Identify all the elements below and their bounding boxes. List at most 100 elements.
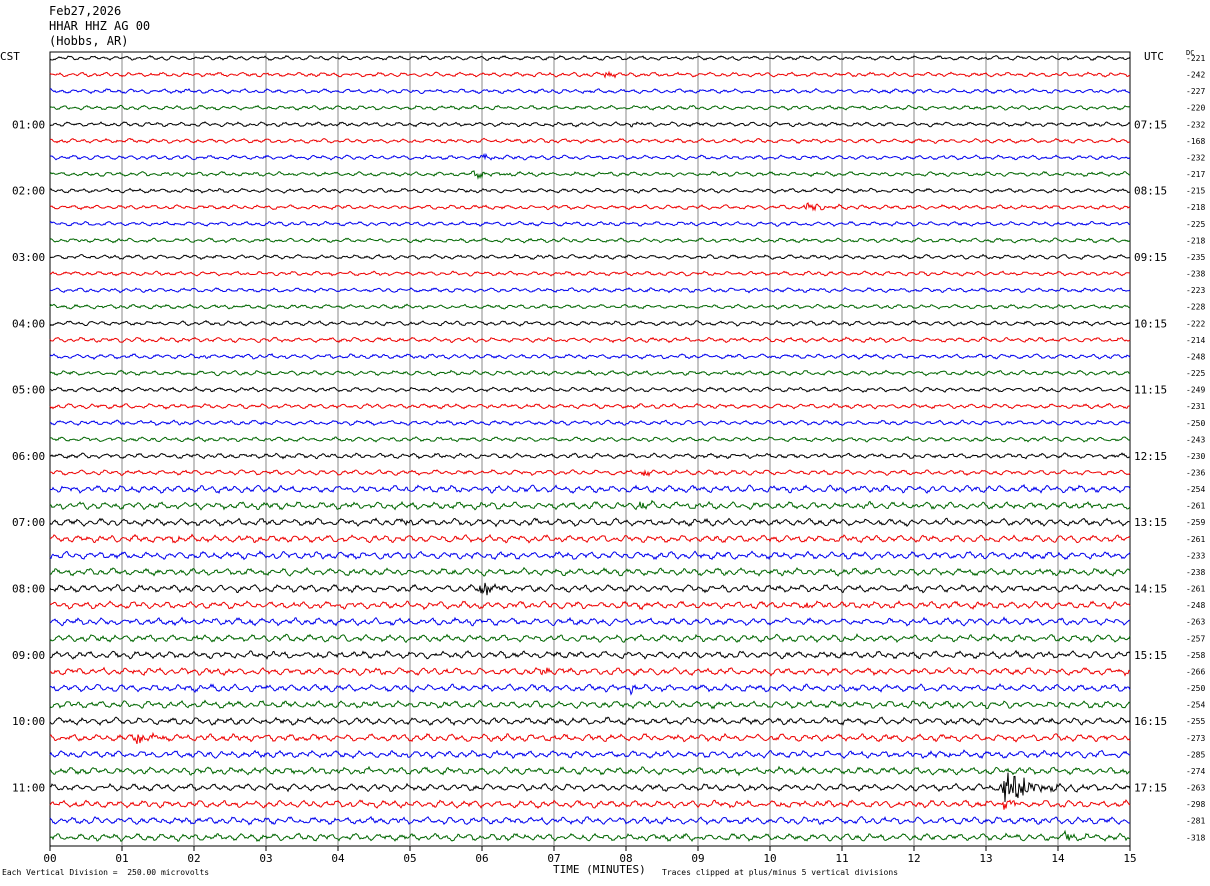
seismic-trace [49, 533, 1131, 544]
dc-offset-label: -236 [1186, 469, 1205, 478]
dc-offset-label: -218 [1186, 236, 1205, 245]
dc-offset-label: -228 [1186, 303, 1205, 312]
dc-offset-label: -221 [1186, 54, 1205, 63]
seismic-trace [49, 616, 1131, 627]
dc-offset-label: -168 [1186, 137, 1205, 146]
dc-offset-label: -220 [1186, 104, 1205, 113]
dc-offset-label: -232 [1186, 153, 1205, 162]
left-timezone-label: CST [0, 50, 20, 63]
dc-offset-label: -242 [1186, 71, 1205, 80]
right-hour-label: 15:15 [1134, 649, 1167, 662]
seismic-trace [49, 468, 1131, 478]
dc-offset-label: -214 [1186, 336, 1205, 345]
left-hour-label: 08:00 [12, 583, 45, 596]
seismic-trace [49, 600, 1131, 611]
station-label: HHAR HHZ AG 00 [49, 19, 151, 33]
seismic-trace [49, 336, 1131, 344]
seismic-trace [49, 187, 1131, 194]
x-tick-label: 02 [187, 852, 200, 865]
seismic-trace [49, 402, 1131, 410]
dc-offset-label: -250 [1186, 419, 1205, 428]
seismic-trace [49, 483, 1131, 494]
plot-frame [49, 51, 1131, 847]
dc-offset-label: -257 [1186, 634, 1205, 643]
clip-note: Traces clipped at plus/minus 5 vertical … [662, 868, 899, 877]
seismic-trace [49, 253, 1131, 261]
x-tick-label: 11 [835, 852, 848, 865]
seismic-trace [49, 287, 1131, 294]
x-tick-label: 06 [475, 852, 488, 865]
x-tick-label: 00 [43, 852, 56, 865]
right-hour-label: 07:15 [1134, 118, 1167, 131]
date-label: Feb27,2026 [49, 4, 122, 18]
dc-offset-label: -238 [1186, 568, 1205, 577]
dc-offset-label: -248 [1186, 352, 1205, 361]
seismic-trace [49, 582, 1131, 596]
dc-offset-label: -273 [1186, 734, 1205, 743]
seismic-trace [49, 499, 1131, 511]
seismic-trace [49, 137, 1131, 145]
left-hour-label: 01:00 [12, 118, 45, 131]
seismic-trace [49, 170, 1131, 180]
right-hour-label: 13:15 [1134, 516, 1167, 529]
x-tick-label: 12 [907, 852, 920, 865]
dc-offset-label: -225 [1186, 369, 1205, 378]
seismic-trace [49, 452, 1131, 460]
right-hour-label: 10:15 [1134, 317, 1167, 330]
dc-offset-label: -227 [1186, 87, 1205, 96]
seismic-trace [49, 352, 1131, 360]
seismic-trace [49, 517, 1131, 528]
dc-offset-label: -243 [1186, 435, 1205, 444]
seismic-trace [49, 799, 1131, 810]
dc-offset-label: -217 [1186, 170, 1205, 179]
x-tick-label: 10 [763, 852, 776, 865]
dc-offset-label: -218 [1186, 203, 1205, 212]
seismic-trace [49, 369, 1131, 377]
x-tick-label: 07 [547, 852, 560, 865]
seismic-trace [49, 566, 1131, 577]
dc-offset-label: -258 [1186, 651, 1205, 660]
dc-offset-label: -222 [1186, 319, 1205, 328]
seismic-trace [49, 550, 1131, 561]
dc-offset-label: -255 [1186, 717, 1205, 726]
dc-column-label: DC [1186, 49, 1195, 57]
x-tick-label: 08 [619, 852, 632, 865]
x-tick-label: 09 [691, 852, 704, 865]
left-hour-label: 07:00 [12, 516, 45, 529]
seismic-trace [49, 202, 1131, 212]
seismic-trace [49, 121, 1131, 128]
left-hour-label: 02:00 [12, 185, 45, 198]
dc-offset-label: -274 [1186, 767, 1205, 776]
seismic-trace [49, 731, 1131, 745]
x-tick-label: 15 [1123, 852, 1136, 865]
x-axis-title: TIME (MINUTES) [553, 863, 646, 876]
dc-offset-label: -235 [1186, 253, 1205, 262]
dc-offset-label: -249 [1186, 386, 1205, 395]
seismic-trace [49, 716, 1131, 727]
left-hour-label: 05:00 [12, 384, 45, 397]
dc-offset-label: -281 [1186, 817, 1205, 826]
left-hour-label: 11:00 [12, 782, 45, 795]
dc-offset-label: -298 [1186, 800, 1205, 809]
right-hour-label: 16:15 [1134, 715, 1167, 728]
dc-offset-label: -223 [1186, 286, 1205, 295]
scale-note: Each Vertical Division = 250.00 microvol… [2, 868, 210, 877]
dc-offset-label: -266 [1186, 667, 1205, 676]
dc-offset-label: -233 [1186, 551, 1205, 560]
dc-offset-label: -248 [1186, 601, 1205, 610]
dc-offset-label: -238 [1186, 270, 1205, 279]
dc-offset-label: -254 [1186, 485, 1205, 494]
seismic-trace [49, 220, 1131, 227]
seismic-trace [49, 319, 1131, 327]
dc-offset-label: -231 [1186, 402, 1205, 411]
x-tick-label: 01 [115, 852, 128, 865]
seismic-trace [49, 633, 1131, 644]
seismic-trace [49, 683, 1131, 696]
seismic-trace [49, 54, 1131, 61]
seismic-trace [49, 104, 1131, 111]
dc-offset-label: -250 [1186, 684, 1205, 693]
left-hour-label: 09:00 [12, 649, 45, 662]
right-timezone-label: UTC [1144, 50, 1164, 63]
left-hour-label: 04:00 [12, 317, 45, 330]
